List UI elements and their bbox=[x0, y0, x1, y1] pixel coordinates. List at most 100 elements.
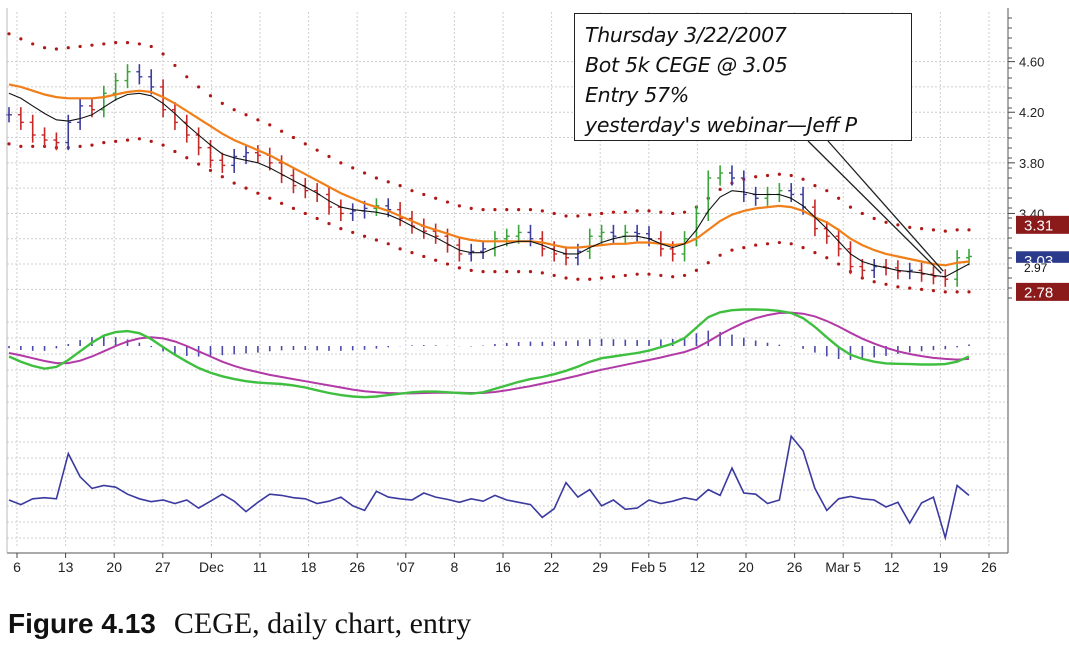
price-bar bbox=[728, 165, 735, 186]
price-bar bbox=[432, 223, 439, 244]
lower-envelope-dot bbox=[742, 246, 746, 250]
annotation-pointer bbox=[807, 140, 944, 274]
lower-envelope-dot bbox=[232, 181, 236, 185]
lower-envelope-dot bbox=[19, 144, 23, 148]
upper-envelope-dot bbox=[517, 208, 521, 212]
upper-envelope-dot bbox=[422, 192, 426, 197]
lower-envelope-dot bbox=[244, 186, 248, 190]
lower-envelope-dot bbox=[434, 258, 438, 262]
upper-envelope-dot bbox=[552, 211, 556, 216]
pointer-line-1 bbox=[807, 140, 942, 274]
price-bar bbox=[871, 258, 878, 278]
price-tick-label: 3.80 bbox=[1019, 156, 1044, 171]
upper-envelope-dot bbox=[481, 208, 485, 212]
lower-envelope-dot bbox=[943, 290, 947, 294]
lower-envelope-dot bbox=[540, 271, 544, 275]
upper-envelope-dot bbox=[125, 41, 130, 45]
price-bar bbox=[349, 203, 356, 222]
x-tick-label: 26 bbox=[349, 559, 365, 575]
upper-envelope-dot bbox=[599, 211, 604, 216]
x-tick-label: 12 bbox=[690, 559, 706, 575]
lower-envelope-dot bbox=[588, 277, 592, 281]
x-tick-label: 27 bbox=[155, 559, 171, 575]
x-tick-label: Feb 5 bbox=[631, 559, 667, 575]
lower-envelope-dot bbox=[730, 248, 734, 252]
upper-envelope-dot bbox=[78, 44, 82, 49]
lower-envelope-dot bbox=[256, 191, 260, 195]
macd-panel bbox=[8, 308, 970, 399]
upper-envelope-dot bbox=[777, 172, 781, 176]
lower-envelope-dot bbox=[493, 270, 497, 274]
signal-line bbox=[8, 311, 970, 395]
upper-envelope-dot bbox=[66, 46, 70, 50]
price-bar bbox=[740, 170, 747, 203]
oscillator-panel bbox=[8, 434, 970, 541]
lower-envelope-dot bbox=[137, 137, 141, 141]
upper-envelope-dot bbox=[445, 200, 450, 204]
lower-envelope-dot bbox=[967, 290, 971, 294]
x-tick-label: 12 bbox=[884, 559, 900, 575]
price-bar bbox=[53, 132, 60, 151]
price-bar bbox=[598, 224, 605, 244]
axes: 4.604.203.803.403.313.032.972.786 13 20 27 D… bbox=[6, 8, 1069, 575]
upper-envelope-dot bbox=[398, 184, 402, 188]
x-tick-label: 29 bbox=[592, 559, 608, 575]
figure-label: Figure 4.13 bbox=[8, 608, 156, 639]
upper-envelope-dot bbox=[896, 223, 900, 227]
sma-line bbox=[8, 92, 970, 278]
price-bar bbox=[954, 250, 961, 287]
lower-envelope-dot bbox=[599, 276, 604, 280]
lower-envelope-dot bbox=[102, 140, 106, 145]
price-bar bbox=[385, 198, 392, 218]
upper-envelope-dot bbox=[884, 220, 888, 224]
lower-envelope-dot bbox=[896, 285, 900, 289]
upper-envelope-dot bbox=[42, 46, 47, 50]
lower-envelope-dot bbox=[291, 206, 296, 210]
lower-envelope-dot bbox=[552, 273, 556, 278]
price-bar bbox=[717, 165, 724, 186]
upper-envelope-dot bbox=[161, 52, 165, 56]
lower-envelope-dot bbox=[623, 273, 627, 278]
price-bar bbox=[231, 148, 238, 173]
upper-envelope-dot bbox=[386, 180, 390, 184]
lower-envelope-dot bbox=[908, 286, 912, 290]
upper-envelope-dot bbox=[220, 101, 224, 105]
upper-envelope-dot bbox=[943, 229, 947, 233]
upper-envelope-dot bbox=[493, 208, 497, 212]
upper-envelope-dot bbox=[611, 210, 616, 214]
upper-envelope-dot bbox=[268, 123, 272, 127]
lower-envelope-dot bbox=[161, 143, 165, 147]
upper-envelope-dot bbox=[256, 118, 260, 122]
upper-envelope-dot bbox=[564, 214, 568, 218]
annotation-box: Thursday 3/22/2007 Bot 5k CEGE @ 3.05 En… bbox=[574, 13, 912, 141]
lower-envelope-dot bbox=[718, 253, 722, 257]
lower-envelope-dot bbox=[362, 234, 367, 238]
price-bar bbox=[681, 231, 688, 262]
x-tick-label: 13 bbox=[58, 559, 74, 575]
annotation-line-4: yesterday's webinar—Jeff P bbox=[585, 113, 857, 137]
upper-envelope-dot bbox=[149, 44, 153, 49]
price-bar bbox=[942, 269, 949, 287]
upper-envelope-dot bbox=[279, 129, 284, 133]
lower-envelope-dot bbox=[31, 144, 35, 148]
lower-envelope-dot bbox=[789, 242, 793, 246]
lower-envelope-dot bbox=[339, 227, 343, 231]
x-tick-label: 6 bbox=[13, 559, 21, 575]
price-bar bbox=[77, 98, 84, 130]
upper-envelope-dot bbox=[576, 214, 580, 218]
upper-envelope-dot bbox=[291, 135, 296, 140]
price-bar bbox=[243, 145, 250, 165]
lower-envelope-dot bbox=[398, 247, 402, 251]
lower-envelope-dot bbox=[457, 266, 461, 270]
price-bar bbox=[100, 85, 107, 118]
macd-line bbox=[8, 308, 970, 399]
lower-envelope-dot bbox=[185, 156, 189, 160]
lower-envelope-dot bbox=[386, 242, 390, 246]
upper-envelope-dot bbox=[469, 206, 473, 210]
price-box-label: 2.78 bbox=[1024, 284, 1053, 301]
oscillator-line bbox=[8, 434, 970, 541]
lower-envelope-dot bbox=[78, 144, 82, 148]
lower-envelope-dot bbox=[813, 251, 817, 255]
ema-line bbox=[8, 83, 970, 267]
upper-envelope-dot bbox=[339, 161, 343, 165]
